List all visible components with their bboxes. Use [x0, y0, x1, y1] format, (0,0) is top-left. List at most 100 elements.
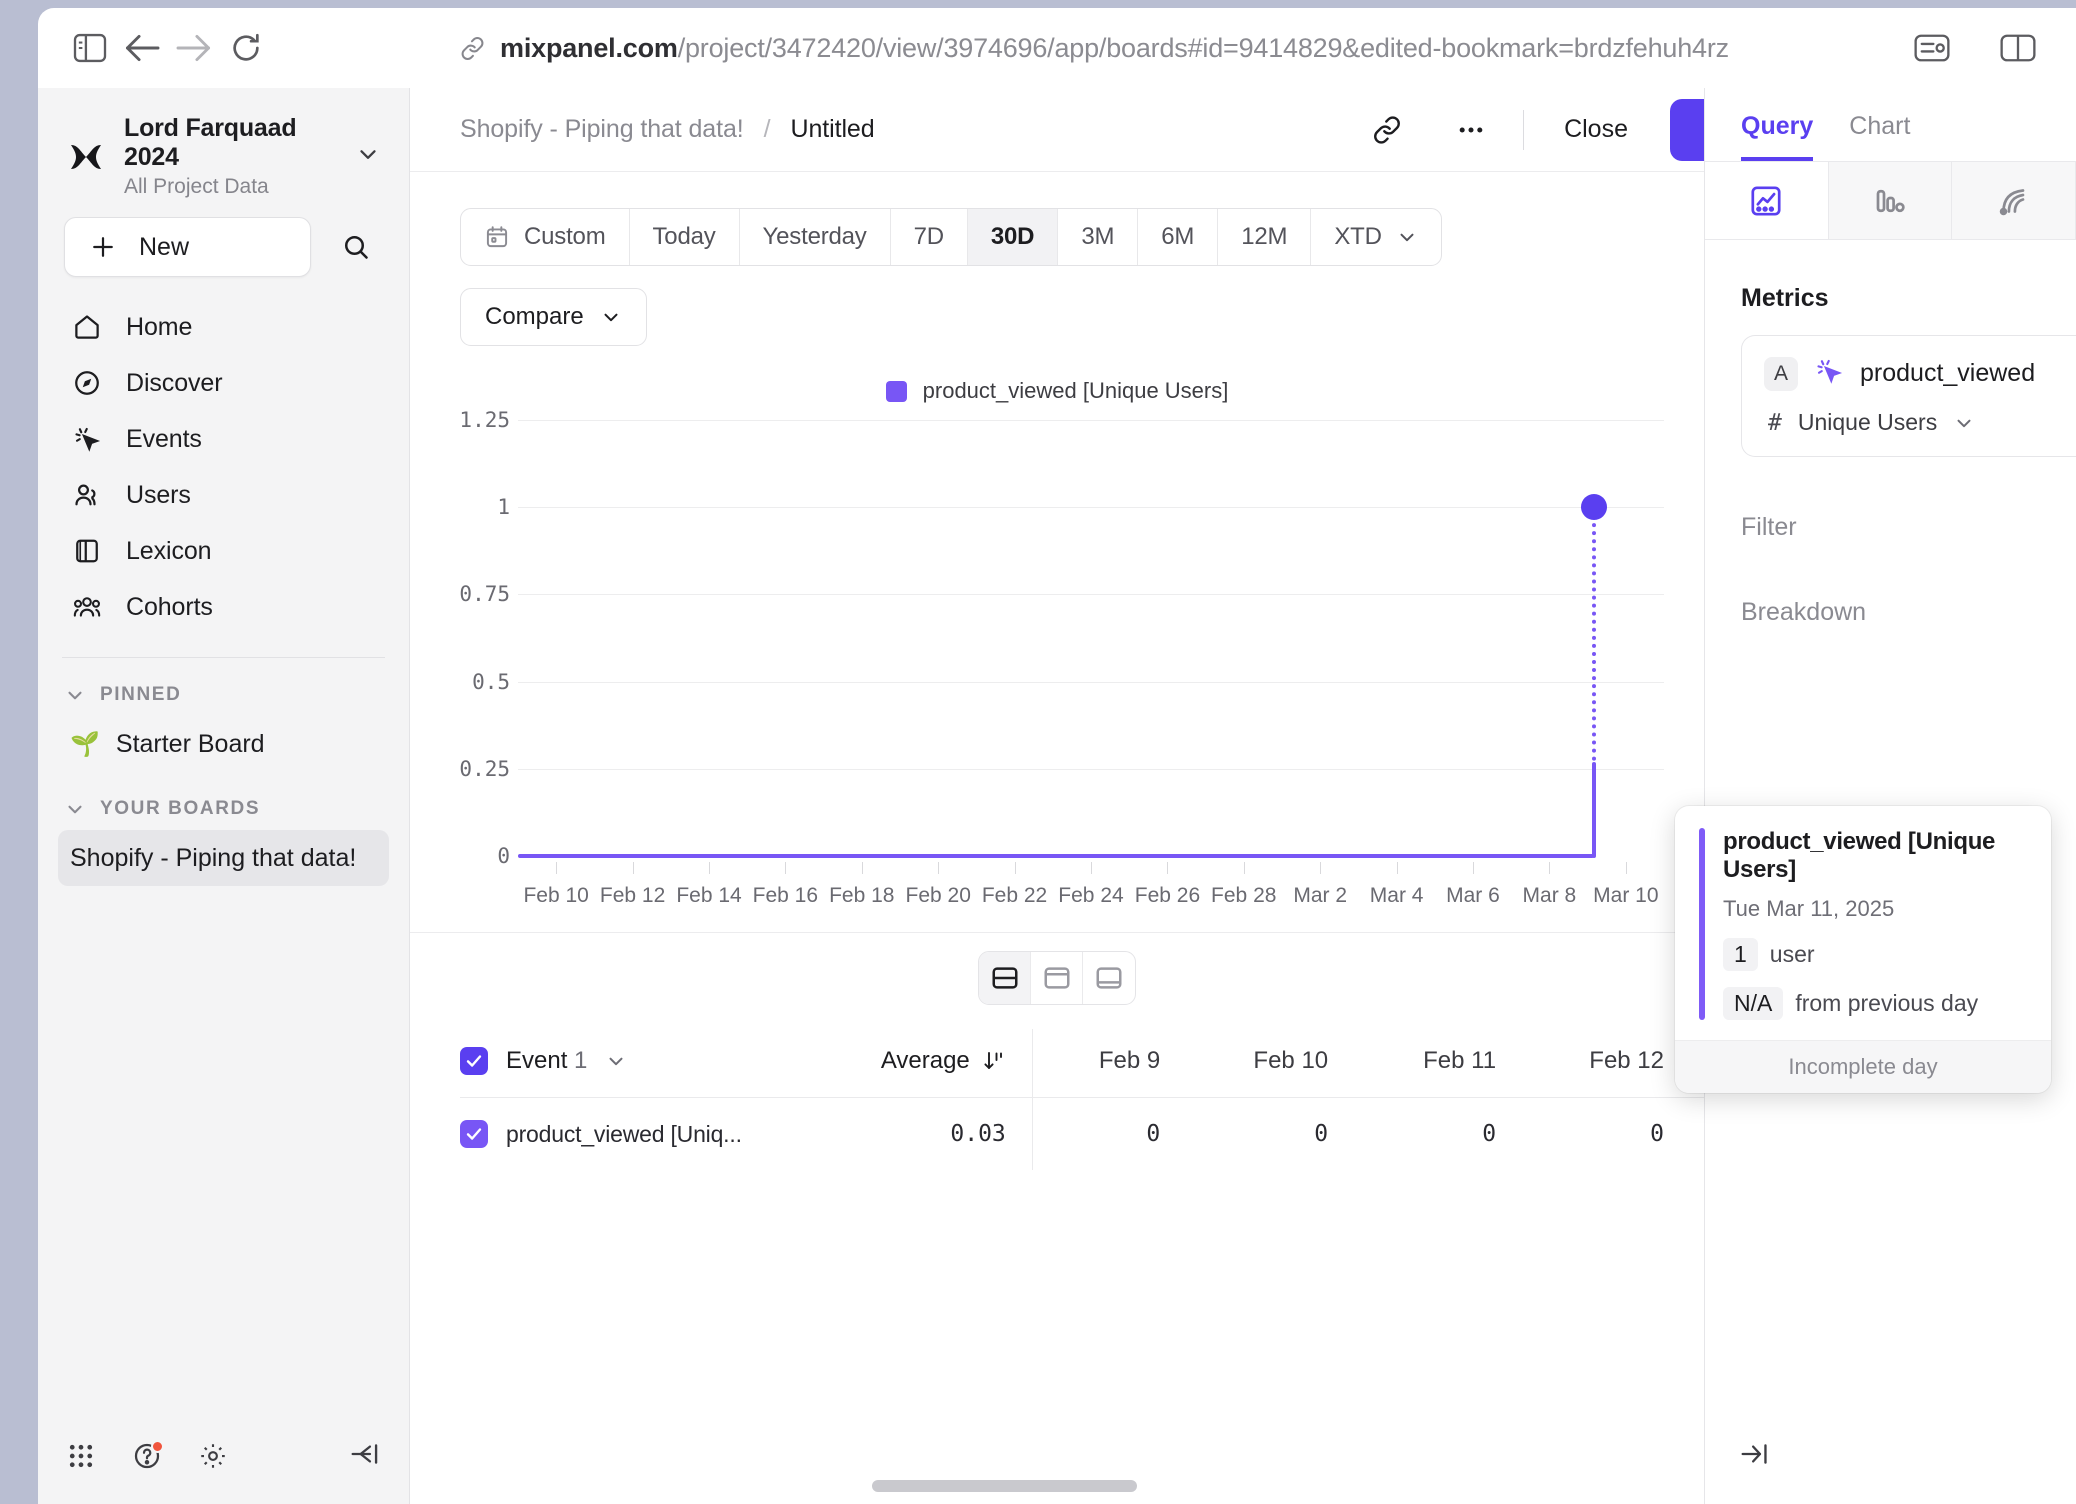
- legend-swatch: [885, 380, 907, 402]
- metric-measure-select[interactable]: # Unique Users: [1764, 409, 2076, 436]
- sidebar-item-discover[interactable]: Discover: [58, 355, 389, 411]
- x-tick-label: Feb 16: [752, 884, 819, 907]
- table-row[interactable]: product_viewed [Uniq... 0.03 0 0 0 0: [460, 1097, 1704, 1170]
- row-checkbox[interactable]: [460, 1120, 488, 1148]
- layout-table-only-button[interactable]: [1083, 952, 1135, 1004]
- range-12m[interactable]: 12M: [1218, 209, 1312, 265]
- breakdown-section-label[interactable]: Breakdown: [1741, 598, 1867, 626]
- compare-button[interactable]: Compare: [460, 288, 647, 346]
- sidebar-item-starter-board[interactable]: 🌱 Starter Board: [58, 716, 389, 772]
- new-row: New: [38, 217, 409, 277]
- bar-chart-icon: [1876, 189, 1905, 213]
- address-bar[interactable]: mixpanel.com/project/3472420/view/397469…: [282, 33, 1906, 64]
- sidebar-item-home[interactable]: Home: [58, 299, 389, 355]
- sidebar-item-shopify-board[interactable]: Shopify - Piping that data!: [58, 830, 389, 886]
- board-body: Custom Today Yesterday 7D 30D 3M 6M 12M …: [410, 172, 2076, 1504]
- forward-arrow-icon[interactable]: [168, 22, 220, 74]
- help-icon[interactable]: [132, 1440, 164, 1471]
- apps-grid-icon[interactable]: [66, 1441, 96, 1471]
- tab-funnels[interactable]: [1828, 162, 1953, 240]
- x-tick-label: Feb 26: [1134, 884, 1201, 907]
- x-tick-label: Feb 22: [981, 884, 1048, 907]
- hash-icon: #: [1768, 409, 1782, 436]
- gear-icon[interactable]: [198, 1441, 228, 1471]
- tab-overview-icon[interactable]: [1992, 22, 2044, 74]
- date-range-group: Custom Today Yesterday 7D 30D 3M 6M 12M …: [460, 208, 1442, 266]
- select-all-checkbox[interactable]: [460, 1047, 488, 1075]
- range-3m[interactable]: 3M: [1058, 209, 1139, 265]
- chevron-down-icon[interactable]: [605, 1050, 627, 1072]
- share-link-icon[interactable]: [1345, 114, 1429, 146]
- range-30d[interactable]: 30D: [967, 209, 1059, 265]
- sprout-icon: 🌱: [70, 730, 100, 758]
- close-button[interactable]: Close: [1564, 115, 1628, 143]
- collapse-panel-icon[interactable]: [1739, 1439, 1771, 1474]
- row-average-cell: 0.03: [817, 1097, 1033, 1170]
- y-tick-label: 1: [497, 495, 510, 520]
- column-header-date[interactable]: Feb 10: [1200, 1029, 1369, 1098]
- panel-tabs: Query Chart: [1705, 88, 2076, 161]
- sidebar-item-cohorts[interactable]: Cohorts: [58, 579, 389, 635]
- chart-container: product_viewed [Unique Users] 1.25 1 0.7…: [410, 372, 2051, 1093]
- chevron-down-icon[interactable]: [349, 135, 387, 178]
- tooltip-title: product_viewed [Unique Users]: [1723, 828, 1996, 883]
- compare-label: Compare: [485, 303, 584, 330]
- layout-chart-only-button[interactable]: [1031, 952, 1083, 1004]
- chevron-down-icon: [68, 805, 82, 814]
- metric-badge: A: [1764, 356, 1798, 391]
- collapse-sidebar-icon[interactable]: [349, 1439, 381, 1474]
- chevron-down-icon: [68, 691, 82, 700]
- range-xtd[interactable]: XTD: [1311, 209, 1440, 265]
- column-header-date[interactable]: Feb 9: [1032, 1029, 1201, 1098]
- primary-nav: Home Discover: [38, 299, 409, 635]
- filter-section-label[interactable]: Filter: [1741, 513, 1797, 541]
- column-header-date[interactable]: Feb 11: [1368, 1029, 1537, 1098]
- save-button[interactable]: [1670, 98, 1704, 161]
- project-switcher[interactable]: Lord Farquaad 2024 All Project Data: [38, 88, 409, 217]
- sidebar-item-label: Lexicon: [126, 536, 212, 565]
- range-7d[interactable]: 7D: [891, 209, 968, 265]
- x-tick-label: Feb 20: [905, 884, 971, 907]
- sidebar-item-lexicon[interactable]: Lexicon: [58, 523, 389, 579]
- column-header-event[interactable]: Event 1: [460, 1029, 818, 1098]
- row-label-text: product_viewed [Uniq...: [506, 1120, 742, 1147]
- sidebar-item-users[interactable]: Users: [58, 467, 389, 523]
- reader-view-icon[interactable]: [1906, 22, 1958, 74]
- tab-chart[interactable]: Chart: [1849, 112, 1911, 140]
- y-tick-label: 0.5: [472, 669, 510, 694]
- breadcrumb-parent[interactable]: Shopify - Piping that data!: [460, 115, 744, 143]
- sidebar-item-events[interactable]: Events: [58, 411, 389, 467]
- boards-section-header[interactable]: YOUR BOARDS: [38, 772, 409, 830]
- pinned-section-header[interactable]: PINNED: [38, 658, 409, 716]
- tab-flows[interactable]: [1952, 162, 2076, 240]
- sidebar-toggle-icon[interactable]: [64, 22, 116, 74]
- range-6m[interactable]: 6M: [1138, 209, 1219, 265]
- new-button[interactable]: New: [64, 217, 311, 277]
- back-arrow-icon[interactable]: [116, 22, 168, 74]
- search-icon[interactable]: [327, 218, 385, 276]
- row-value-cell: 0: [1146, 1121, 1161, 1147]
- tooltip-date: Tue Mar 11, 2025: [1723, 896, 1895, 921]
- metric-card[interactable]: A product_viewed # Unique Users: [1741, 335, 2076, 457]
- column-header-average[interactable]: Average: [817, 1029, 1033, 1098]
- series-endpoint[interactable]: [1581, 494, 1607, 521]
- gridline: [518, 681, 1664, 683]
- insights-line-icon: [1751, 185, 1781, 216]
- breadcrumb-current[interactable]: Untitled: [790, 115, 875, 143]
- metrics-section-label: Metrics: [1741, 284, 1829, 312]
- range-today[interactable]: Today: [630, 209, 740, 265]
- range-custom[interactable]: Custom: [461, 209, 630, 265]
- reload-icon[interactable]: [220, 22, 272, 74]
- y-tick-label: 0.75: [459, 582, 510, 607]
- more-options-icon[interactable]: [1429, 114, 1513, 146]
- tab-insights[interactable]: [1705, 162, 1829, 240]
- chart-plot-area[interactable]: 1.25 1 0.75 0.5 0.25 0: [459, 408, 1664, 907]
- horizontal-scrollbar[interactable]: [872, 1480, 1137, 1492]
- layout-split-horizontal-button[interactable]: [979, 952, 1031, 1004]
- metric-name: product_viewed: [1860, 359, 2036, 387]
- series-dotted-segment: [1592, 507, 1596, 769]
- tab-query[interactable]: Query: [1741, 112, 1814, 161]
- chevron-down-icon: [1400, 233, 1414, 242]
- range-yesterday[interactable]: Yesterday: [740, 209, 891, 265]
- range-label: Yesterday: [762, 223, 867, 250]
